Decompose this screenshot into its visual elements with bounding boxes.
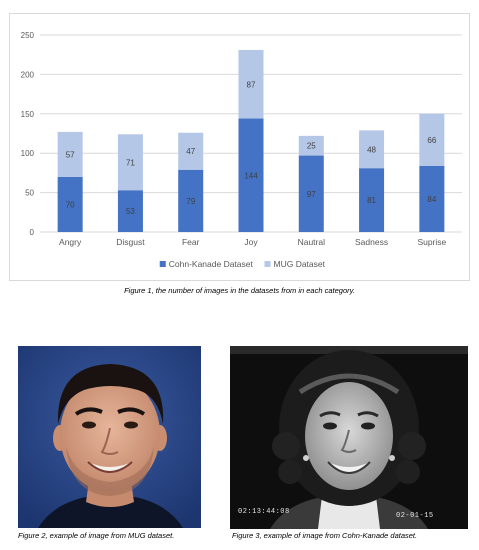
data-label: 79 [186, 197, 195, 206]
bar-mug [57, 131, 83, 177]
x-tick-label: Nautral [298, 237, 326, 247]
figure-2-caption: Figure 2, example of image from MUG data… [18, 531, 175, 540]
legend-swatch [264, 261, 271, 267]
figure-1-caption: Figure 1, the number of images in the da… [124, 286, 355, 295]
data-label: 66 [427, 136, 436, 145]
legend-label: Cohn-Kanade Dataset [169, 259, 254, 269]
bar-cohn-kanade [419, 165, 445, 232]
x-tick-label: Sadness [355, 237, 388, 247]
data-label: 48 [367, 145, 376, 154]
data-label: 97 [307, 190, 316, 199]
stacked-bar-chart: 0 50 100 150 200 250 70 57 Angry 53 71 Disgust 79 47 F… [21, 31, 462, 269]
y-tick-label: 200 [21, 70, 35, 79]
y-tick-label: 250 [21, 31, 35, 40]
data-label: 53 [126, 207, 135, 216]
bar-cohn-kanade [238, 118, 264, 232]
y-tick-label: 0 [30, 228, 35, 237]
bar-mug [359, 130, 385, 169]
figure-3-caption: Figure 3, example of image from Cohn-Kan… [232, 531, 418, 540]
bar-cohn-kanade [117, 190, 143, 232]
mug-dataset-photo [18, 346, 201, 528]
x-tick-label: Fear [182, 237, 200, 247]
data-label: 87 [247, 80, 256, 89]
legend-swatch [159, 261, 166, 267]
bar-mug [117, 134, 143, 191]
bar-cohn-kanade [359, 168, 385, 232]
data-label: 144 [244, 171, 258, 180]
data-label: 70 [66, 200, 75, 209]
y-tick-label: 50 [25, 189, 34, 198]
bar-mug [298, 135, 324, 156]
data-label: 25 [307, 142, 316, 151]
y-tick-label: 100 [21, 149, 35, 158]
photo-timestamp: 02:13:44:08 [238, 508, 290, 516]
y-tick-label: 150 [21, 110, 35, 119]
data-label: 81 [367, 196, 376, 205]
x-tick-label: Joy [244, 237, 258, 247]
bar-cohn-kanade [57, 176, 83, 232]
bar-mug [419, 113, 445, 166]
chart-frame: 0 50 100 150 200 250 70 57 Angry 53 71 Disgust 79 47 F… [9, 13, 470, 281]
data-label: 57 [66, 150, 75, 159]
bar-mug [178, 132, 204, 170]
legend-label: MUG Dataset [274, 259, 326, 269]
bar-mug [238, 49, 264, 119]
data-label: 47 [186, 147, 195, 156]
photo-datestamp: 02-01-15 [396, 512, 434, 520]
data-label: 71 [126, 158, 135, 167]
x-tick-label: Angry [59, 237, 82, 247]
cohn-kanade-dataset-photo: 02:13:44:08 02-01-15 [230, 346, 468, 529]
bar-cohn-kanade [298, 155, 324, 232]
x-tick-label: Disgust [116, 237, 145, 247]
bar-cohn-kanade [178, 169, 204, 232]
x-tick-label: Suprise [417, 237, 446, 247]
data-label: 84 [427, 195, 436, 204]
